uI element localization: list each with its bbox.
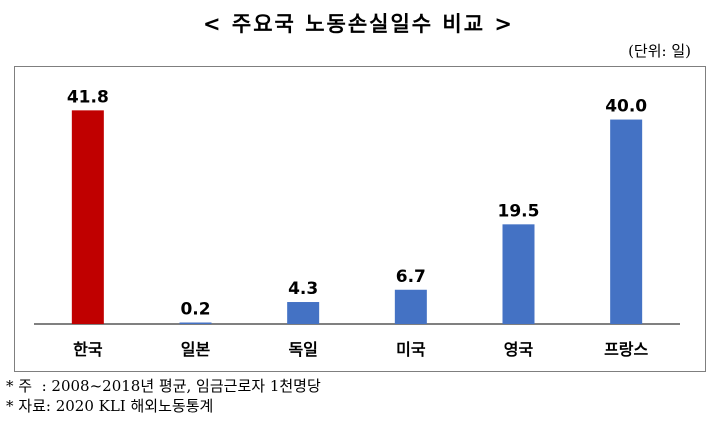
data-label-5: 40.0	[605, 97, 647, 117]
category-label-5: 프랑스	[604, 340, 648, 359]
bar-5	[610, 119, 643, 324]
unit-label: (단위: 일)	[628, 42, 691, 60]
footnote-note: * 주 : 2008~2018년 평균, 임금근로자 1천명당	[6, 377, 321, 395]
bar-1	[179, 322, 212, 324]
category-label-0: 한국	[73, 340, 103, 359]
data-label-1: 0.2	[180, 300, 210, 320]
category-label-4: 영국	[504, 340, 534, 359]
data-label-3: 6.7	[396, 267, 426, 287]
category-label-2: 독일	[288, 340, 317, 359]
category-label-3: 미국	[396, 340, 426, 359]
chart-frame	[14, 66, 706, 372]
bar-2	[287, 302, 320, 324]
bar-3	[394, 289, 427, 324]
footnotes: * 주 : 2008~2018년 평균, 임금근로자 1천명당 * 자료: 20…	[6, 376, 321, 416]
category-label-1: 일본	[181, 340, 211, 359]
chart-title: < 주요국 노동손실일수 비교 >	[203, 12, 514, 36]
bar-4	[502, 224, 535, 324]
bar-0	[71, 110, 104, 324]
footnote-source: * 자료: 2020 KLI 해외노동통계	[6, 397, 214, 415]
data-label-0: 41.8	[67, 87, 109, 107]
data-label-2: 4.3	[288, 279, 318, 299]
data-label-4: 19.5	[498, 201, 540, 221]
